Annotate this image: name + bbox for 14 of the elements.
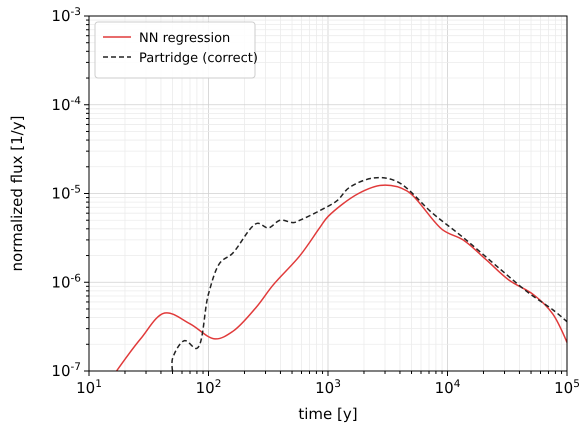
x-axis-title: time [y] [298, 405, 358, 423]
y-tick-label: 10$^{-7}$ [51, 361, 81, 380]
x-tick-label: 10$^{3}$ [315, 378, 341, 397]
y-axis-title: normalized flux [1/y] [8, 116, 26, 272]
x-tick-label: 10$^{4}$ [434, 378, 461, 397]
y-tick-label: 10$^{-6}$ [51, 272, 82, 292]
legend-label: Partridge (correct) [139, 51, 258, 66]
x-tick-label: 10$^{2}$ [196, 378, 222, 397]
legend-label: NN regression [139, 31, 230, 46]
x-tick-label: 10$^{1}$ [76, 378, 102, 397]
x-tick-label: 10$^{5}$ [554, 378, 580, 397]
y-tick-label: 10$^{-5}$ [51, 184, 81, 202]
y-tick-label: 10$^{-3}$ [51, 6, 81, 25]
y-tick-label: 10$^{-4}$ [51, 94, 82, 114]
